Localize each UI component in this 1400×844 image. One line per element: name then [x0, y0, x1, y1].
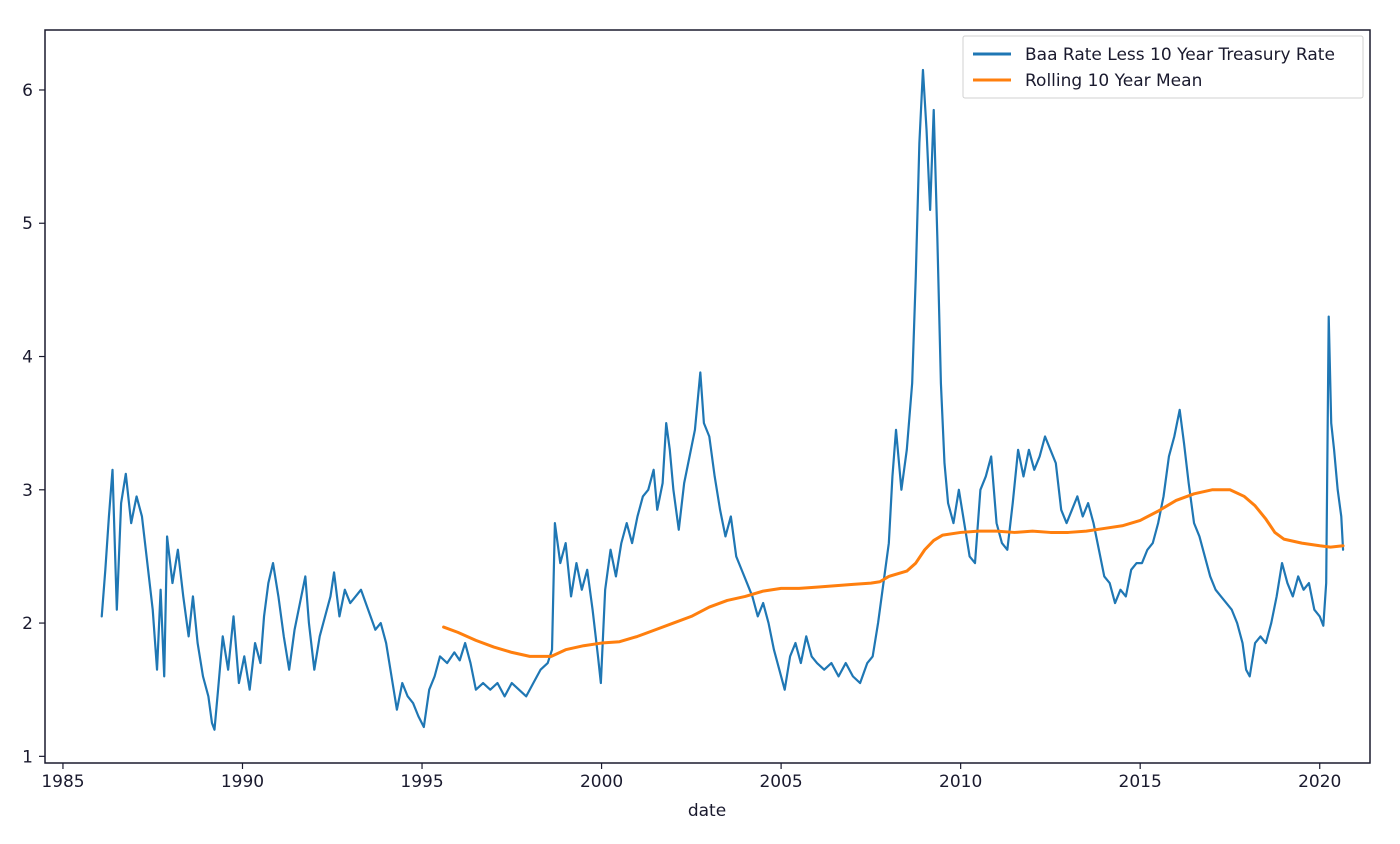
y-tick-label: 3	[22, 481, 33, 501]
x-tick-label: 2020	[1298, 772, 1341, 792]
x-tick-label: 1995	[400, 772, 443, 792]
x-tick-label: 2005	[759, 772, 802, 792]
y-tick-label: 5	[22, 214, 33, 234]
x-axis-title: date	[688, 801, 726, 821]
plot-frame	[44, 29, 1371, 764]
y-tick-label: 6	[22, 81, 33, 101]
x-tick-label: 2000	[580, 772, 623, 792]
x-tick-label: 2010	[939, 772, 982, 792]
x-tick-label: 1990	[221, 772, 264, 792]
x-tick-label: 2015	[1119, 772, 1162, 792]
legend-label-1: Baa Rate Less 10 Year Treasury Rate	[1025, 45, 1335, 65]
legend: Baa Rate Less 10 Year Treasury Rate Rolli…	[962, 35, 1364, 99]
series-line-1	[100, 68, 1345, 731]
y-tick-label: 2	[22, 614, 33, 634]
y-tick-label: 1	[22, 747, 33, 767]
y-tick-label: 4	[22, 348, 33, 368]
x-tick-label: 1985	[41, 772, 84, 792]
legend-box	[962, 35, 1364, 99]
legend-label-2: Rolling 10 Year Mean	[1025, 71, 1202, 91]
series-line-2	[442, 488, 1345, 658]
